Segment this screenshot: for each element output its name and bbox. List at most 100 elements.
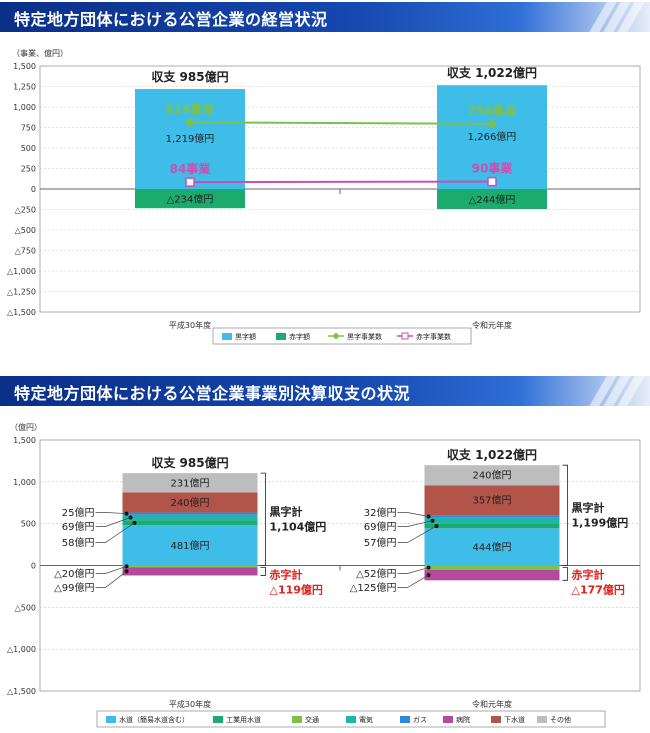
chart1-marker-surplus-count <box>487 118 497 129</box>
chart1-bar-deficit <box>437 189 547 210</box>
chart1-xtick-label: 令和元年度 <box>472 320 512 330</box>
chart1-ytick-label: 250 <box>21 165 36 174</box>
chart2-deficit-total-label: 赤字計 <box>572 568 605 582</box>
chart2-callout-label: △20億円 <box>54 567 94 580</box>
chart1-surplus-count-label: 814事業 <box>165 101 215 116</box>
chart2-callout-label: 58億円 <box>62 536 95 549</box>
chart2-legend-label: 電気 <box>359 715 373 724</box>
chart2-callout-label: △52億円 <box>356 567 396 580</box>
chart1-bar-surplus <box>437 85 547 189</box>
chart2-bar-segment <box>122 567 258 576</box>
chart1-deficit-count-label: 90事業 <box>472 161 514 176</box>
chart2-bar-segment <box>122 492 258 513</box>
chart1-ytick-label: 750 <box>21 124 36 133</box>
chart2-callout-leader <box>397 525 437 543</box>
chart2-callout-dot <box>124 511 129 516</box>
chart2-legend-label: 病院 <box>456 715 470 724</box>
chart2-bar-segment <box>424 565 560 570</box>
chart2-surplus-bracket <box>260 472 266 566</box>
chart1-ytick-label: △250 <box>15 206 36 215</box>
chart2-callout-label: 32億円 <box>364 506 397 519</box>
chart1-deficit-value-label: △234億円 <box>167 193 214 206</box>
chart2-ytick-label: 0 <box>31 562 36 571</box>
chart2-legend-swatch <box>292 716 302 723</box>
chart2-legend-label: 工業用水道 <box>226 715 261 724</box>
chart2-callout-leader <box>95 517 131 527</box>
chart2-segment-label: 481億円 <box>170 539 209 552</box>
chart2-callout-leader <box>397 520 433 527</box>
chart2-bar-segment <box>122 520 258 526</box>
chart1-total-label: 収支 1,022億円 <box>447 65 537 80</box>
chart1-ytick-label: △1,500 <box>7 308 36 317</box>
chart2-bar-segment <box>424 528 560 566</box>
chart2-deficit-total-value: △177億円 <box>572 583 625 597</box>
chart2-segment-label: 357億円 <box>472 494 511 507</box>
chart2-callout-leader <box>95 571 127 588</box>
chart2-ytick-label: 1,000 <box>13 478 36 487</box>
chart2-ytick-label: △1,500 <box>7 687 36 696</box>
chart2-callout-leader <box>397 574 429 588</box>
chart2-title: 特定地方団体における公営企業事業別決算収支の状況 <box>14 384 411 403</box>
chart2-callout-label: △125億円 <box>350 581 397 594</box>
chart2-legend-swatch <box>106 716 116 723</box>
chart2-callout-label: 57億円 <box>364 536 397 549</box>
chart1-ytick-label: 1,500 <box>13 62 36 71</box>
chart1-banner: 特定地方団体における公営企業の経営状況 <box>0 2 650 32</box>
chart1-marker-deficit-count <box>185 177 195 187</box>
chart2-legend-label: ガス <box>413 715 427 724</box>
chart2-bar-segment <box>424 465 560 486</box>
chart2-ytick-label: 500 <box>21 520 36 529</box>
chart2-svg: （億円） 1,500 1,000 500 0 △500 △1,000 △1,500 481億円 2… <box>7 422 641 728</box>
chart1-legend-swatch <box>222 333 232 340</box>
chart2-deficit-total-label: 赤字計 <box>270 568 303 582</box>
chart1-legend-marker <box>332 332 340 340</box>
chart1-ytick-label: 0 <box>31 185 36 194</box>
chart2-deficit-bracket <box>562 567 568 581</box>
chart2-callout-dot <box>128 515 133 520</box>
chart1-ylabel: （事業、億円） <box>12 48 68 58</box>
chart2-bar-segment <box>122 473 258 493</box>
chart2-bar-segment <box>424 523 560 529</box>
chart2-bar-segment <box>424 515 560 518</box>
chart2-legend-swatch <box>443 716 453 723</box>
chart2-ytick-label: △1,000 <box>7 645 36 654</box>
chart2-callout-leader <box>95 512 127 514</box>
chart2-total-label: 収支 1,022億円 <box>447 447 537 462</box>
chart2-callout-leader <box>397 512 429 517</box>
chart1-deficit-count-label: 84事業 <box>170 161 212 176</box>
chart1-total-label: 収支 985億円 <box>151 69 228 84</box>
chart2-bar-segment <box>122 512 258 515</box>
chart2-legend-label: 下水道 <box>504 715 525 724</box>
chart2-surplus-total-value: 1,104億円 <box>270 519 327 533</box>
chart2-surplus-bracket <box>562 464 568 566</box>
chart1-ytick-label: 1,000 <box>13 103 36 112</box>
chart2-bar-segment <box>122 565 258 568</box>
chart2-deficit-total-value: △119億円 <box>270 583 323 597</box>
chart2-legend-swatch <box>537 716 547 723</box>
chart2-legend-swatch <box>400 716 410 723</box>
chart1-marker-deficit-count <box>487 176 497 187</box>
chart1-ytick-label: 1,250 <box>13 83 36 92</box>
chart2-xtick-label: 平成30年度 <box>169 699 211 709</box>
chart2-callout-label: 25億円 <box>62 506 95 519</box>
chart1-xtick-label: 平成30年度 <box>169 320 211 330</box>
chart2-ytick-label: 1,500 <box>13 436 36 445</box>
chart1-surplus-count-label: 794事業 <box>467 103 517 118</box>
chart2-surplus-total-value: 1,199億円 <box>572 515 629 529</box>
chart2-bar-segment <box>424 569 560 581</box>
chart1-marker-surplus-count <box>185 117 195 128</box>
chart2-segment-label: 240億円 <box>170 496 209 509</box>
chart1-ytick-label: 500 <box>21 144 36 153</box>
chart2-callout-leader <box>397 567 429 574</box>
chart2-surplus-total-label: 黒字計 <box>270 504 303 518</box>
chart1-line-surplus-count <box>189 121 493 125</box>
chart1-legend-label: 黒字額 <box>235 332 256 341</box>
chart2-bar-segment <box>424 517 560 524</box>
chart1-surplus-value-label: 1,266億円 <box>468 130 517 143</box>
chart1-title: 特定地方団体における公営企業の経営状況 <box>14 10 328 29</box>
chart1-deficit-value-label: △244億円 <box>469 193 516 206</box>
chart2-deficit-bracket <box>260 567 266 576</box>
chart2-legend-label: 交通 <box>305 715 319 724</box>
chart2-callout-label: △99億円 <box>54 581 94 594</box>
chart1-legend-label: 赤字額 <box>289 332 310 341</box>
